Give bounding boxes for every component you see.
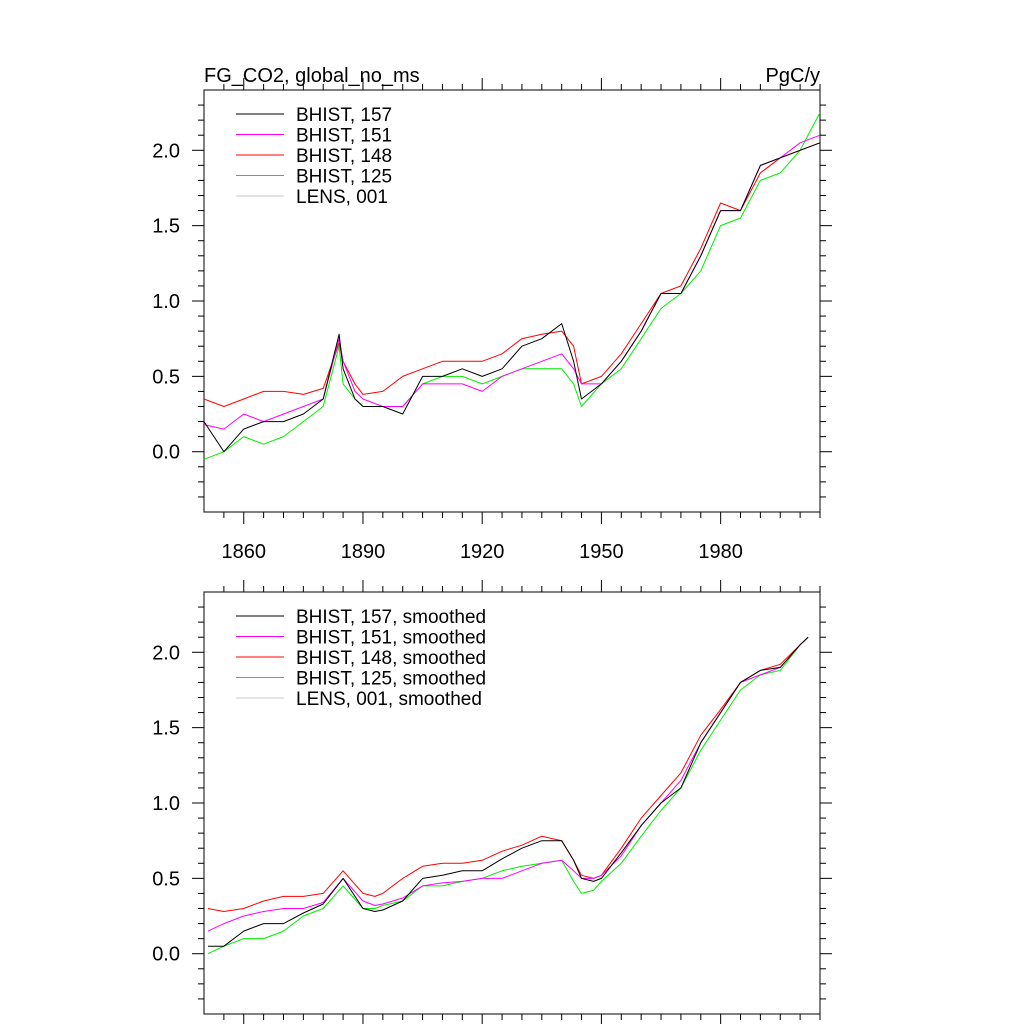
y-tick-label: 2.0: [152, 140, 180, 162]
series-line: [203, 142, 821, 407]
series-line: [207, 636, 809, 955]
y-tick-label: 0.0: [152, 944, 180, 966]
chart-title-left: FG_CO2, global_no_ms: [204, 65, 420, 87]
x-tick-label: 1920: [460, 541, 505, 563]
legend-label: BHIST, 157: [296, 105, 392, 126]
legend-label: BHIST, 148, smoothed: [296, 648, 486, 669]
y-tick-label: 1.5: [152, 718, 180, 740]
y-tick-label: 2.0: [152, 642, 180, 664]
y-tick-label: 1.5: [152, 216, 180, 238]
legend-label: BHIST, 157, smoothed: [296, 607, 486, 628]
y-tick-label: 0.5: [152, 366, 180, 388]
tick-marks: [192, 78, 832, 524]
y-tick-label: 1.0: [152, 291, 180, 313]
x-tick-label: 1980: [698, 541, 743, 563]
y-tick-label: 0.5: [152, 868, 180, 890]
x-tick-label: 1890: [341, 541, 386, 563]
legend-label: BHIST, 151: [296, 126, 392, 147]
legend-label: BHIST, 148: [296, 146, 392, 167]
series-layer: [207, 636, 809, 955]
legend-label: LENS, 001: [296, 187, 388, 208]
series-line: [207, 636, 809, 912]
series-line: [203, 142, 821, 453]
legend-label: LENS, 001, smoothed: [296, 689, 482, 710]
tick-marks: [192, 580, 832, 1026]
y-tick-label: 1.0: [152, 793, 180, 815]
top-panel: FG_CO2, global_no_ms PgC/y 0.0 0.5 1.0 1.5 2…: [152, 65, 832, 563]
series-layer: [203, 112, 821, 460]
legend-label: BHIST, 151, smoothed: [296, 628, 486, 649]
x-tick-label: 1860: [221, 541, 266, 563]
y-tick-label: 0.0: [152, 442, 180, 464]
bottom-panel: 0.00.51.01.52.0 BHIST, 157, smoothedBHIS…: [152, 580, 832, 1026]
series-line: [208, 636, 809, 947]
chart-title-right: PgC/y: [766, 65, 820, 87]
tick-labels: 0.0 0.5 1.0 1.5 2.0: [152, 642, 180, 965]
tick-labels: 0.0 0.5 1.0 1.5 2.0 1860 1890 1920 1950 1980: [152, 140, 743, 563]
legend-label: BHIST, 125, smoothed: [296, 669, 486, 690]
legend-label: BHIST, 125: [296, 167, 392, 188]
x-tick-label: 1950: [579, 541, 624, 563]
